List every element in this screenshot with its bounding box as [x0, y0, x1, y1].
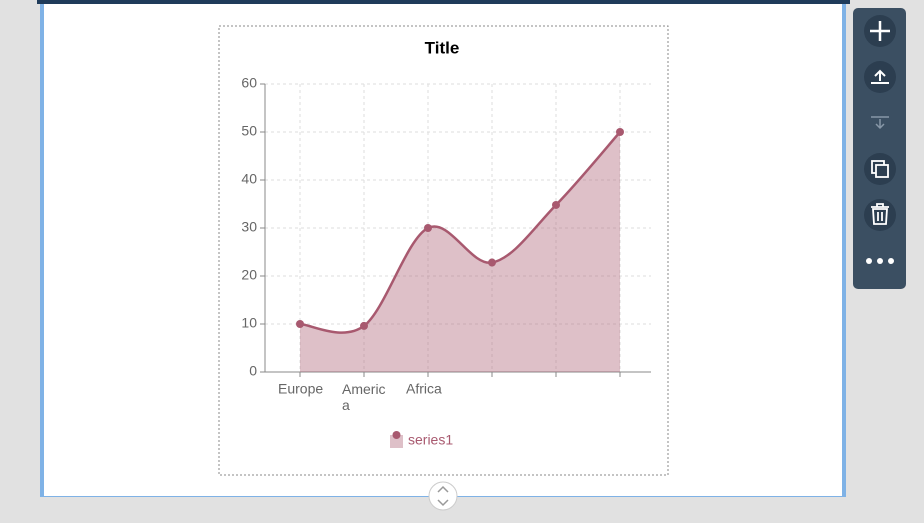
- x-tick-label: Americ a: [342, 381, 386, 413]
- resize-handle[interactable]: [428, 481, 458, 511]
- point: [552, 200, 560, 209]
- point: [424, 224, 432, 232]
- point: [360, 321, 368, 330]
- y-tick-label: 60: [241, 75, 257, 91]
- legend-swatch: [390, 435, 403, 448]
- x-tick-label: Europe: [278, 381, 323, 397]
- more-button[interactable]: [866, 258, 894, 264]
- toolbar: [853, 8, 906, 289]
- y-tick-label: 10: [241, 315, 257, 331]
- move-down-button[interactable]: [871, 116, 889, 130]
- y-tick-label: 40: [241, 171, 257, 187]
- y-tick-label: 20: [241, 267, 257, 283]
- y-tick-label: 50: [241, 123, 257, 139]
- y-tick-label: 30: [241, 219, 257, 235]
- y-tick-label: 0: [249, 363, 257, 379]
- point: [488, 258, 496, 267]
- plot: 0 10 20 30 40 50 60 Europe Americ a Africa series1: [241, 75, 651, 448]
- legend-marker: [392, 431, 401, 439]
- add-button[interactable]: [864, 15, 896, 47]
- legend-label: series1: [408, 432, 453, 448]
- move-up-button[interactable]: [864, 61, 896, 93]
- point: [296, 320, 304, 328]
- x-tick-label: Africa: [406, 381, 442, 397]
- chart-frame[interactable]: [218, 25, 669, 476]
- point: [616, 128, 624, 136]
- slide: [44, 0, 842, 496]
- area: [300, 132, 620, 372]
- delete-button[interactable]: [864, 199, 896, 231]
- top-bar: [37, 0, 850, 4]
- chart-title: Title: [425, 38, 460, 57]
- duplicate-button[interactable]: [864, 153, 896, 185]
